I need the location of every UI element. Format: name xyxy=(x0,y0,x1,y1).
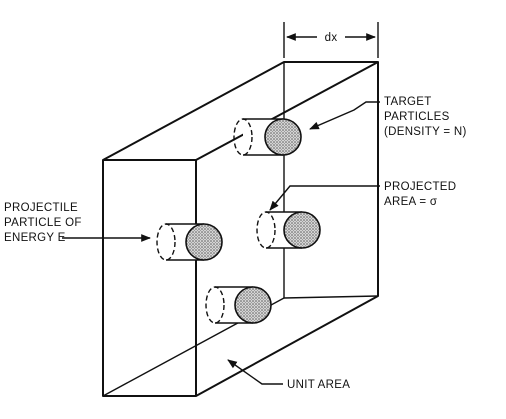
projected-area-callout: PROJECTED AREA = σ xyxy=(269,181,456,211)
target-particle-bottom xyxy=(205,286,272,324)
unit-area-label: UNIT AREA xyxy=(287,379,350,391)
projected-label-line2: AREA = σ xyxy=(384,196,437,208)
projectile-label-line3: ENERGY E xyxy=(4,232,66,244)
target-label-line2: PARTICLES xyxy=(384,111,450,123)
projected-leader-arrow xyxy=(269,185,380,211)
slab-top-back-edge xyxy=(195,61,379,161)
target-particle xyxy=(234,286,272,324)
target-particle xyxy=(264,118,302,156)
projectile-label-line2: PARTICLE OF xyxy=(4,217,82,229)
target-leader-arrow xyxy=(309,101,380,130)
projectile-callout: PROJECTILE PARTICLE OF ENERGY E xyxy=(4,202,151,244)
target-label-line1: TARGET xyxy=(384,96,432,108)
target-particle xyxy=(185,223,223,261)
target-particle-top xyxy=(233,118,302,156)
slab-hidden-back-bottom-edge xyxy=(283,295,379,299)
slab-outline xyxy=(102,61,379,397)
projectile-label-line1: PROJECTILE xyxy=(4,202,78,214)
target-particle-left xyxy=(156,223,223,261)
target-slab xyxy=(102,61,379,397)
target-particles-callout: TARGET PARTICLES (DENSITY = N) xyxy=(309,96,467,138)
unit-area-callout: UNIT AREA xyxy=(227,359,350,391)
target-label-line3: (DENSITY = N) xyxy=(384,126,467,138)
unit-area-leader-arrow xyxy=(227,359,283,385)
projected-label-line1: PROJECTED xyxy=(384,181,456,193)
target-particle-middle xyxy=(256,211,321,249)
dx-label: dx xyxy=(325,32,338,44)
dx-dimension: dx xyxy=(283,22,379,58)
target-particle xyxy=(283,211,321,249)
